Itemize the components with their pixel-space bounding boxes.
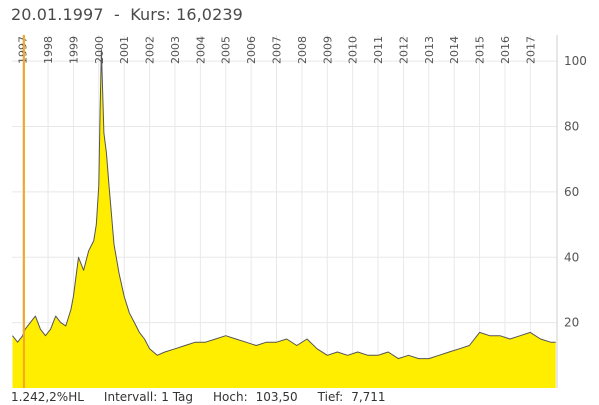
x-tick-label: 2003 [169,36,182,64]
x-tick-label: 1999 [67,36,80,64]
x-tick-label: 2011 [372,36,385,64]
price-line [12,49,556,360]
high-label: Hoch: [213,390,248,404]
x-tick-label: 2016 [499,36,512,64]
x-tick-label: 1998 [42,36,55,64]
low-value: 7,711 [351,390,386,404]
x-tick-label: 2010 [347,36,360,64]
price-value: 16,0239 [176,5,243,24]
y-tick-label: 80 [564,120,579,134]
y-tick-label: 60 [564,185,579,199]
low-label: Tief: [317,390,344,404]
x-tick-label: 2005 [220,36,233,64]
x-tick-label: 2002 [144,36,157,64]
chart-footer: 1.242,2%HL Intervall: 1 Tag Hoch: 103,50 Tief… [11,390,386,404]
area-series [12,49,556,388]
x-tick-label: 2000 [93,36,106,64]
high-value: 103,50 [255,390,298,404]
y-tick-label: 100 [564,54,587,68]
y-tick-label: 40 [564,250,579,264]
x-tick-label: 2014 [448,36,461,64]
change-value: 1.242,2%HL [11,390,84,404]
area-fill [12,49,556,388]
x-tick-label: 2009 [321,36,334,64]
y-tick-label: 20 [564,316,579,330]
price-label: Kurs: [130,5,171,24]
x-tick-label: 2007 [271,36,284,64]
x-tick-label: 2001 [118,36,131,64]
headline-separator: - [113,5,120,24]
y-axis-ticks: 20 40 60 80 100 [564,54,587,329]
interval-value: 1 Tag [161,390,194,404]
x-tick-label: 2015 [474,36,487,64]
cursor-date: 20.01.1997 [11,5,104,24]
x-tick-label: 2006 [245,36,258,64]
x-tick-label: 2004 [194,36,207,64]
x-tick-label: 2013 [423,36,436,64]
interval-label: Intervall: [103,390,158,404]
x-tick-label: 2008 [296,36,309,64]
x-tick-label: 2012 [397,36,410,64]
chart-headline: 20.01.1997 - Kurs: 16,0239 [11,5,243,24]
x-tick-label: 2017 [524,36,537,64]
x-axis-ticks: 1997199819992000200120022003200420052006… [17,36,538,64]
